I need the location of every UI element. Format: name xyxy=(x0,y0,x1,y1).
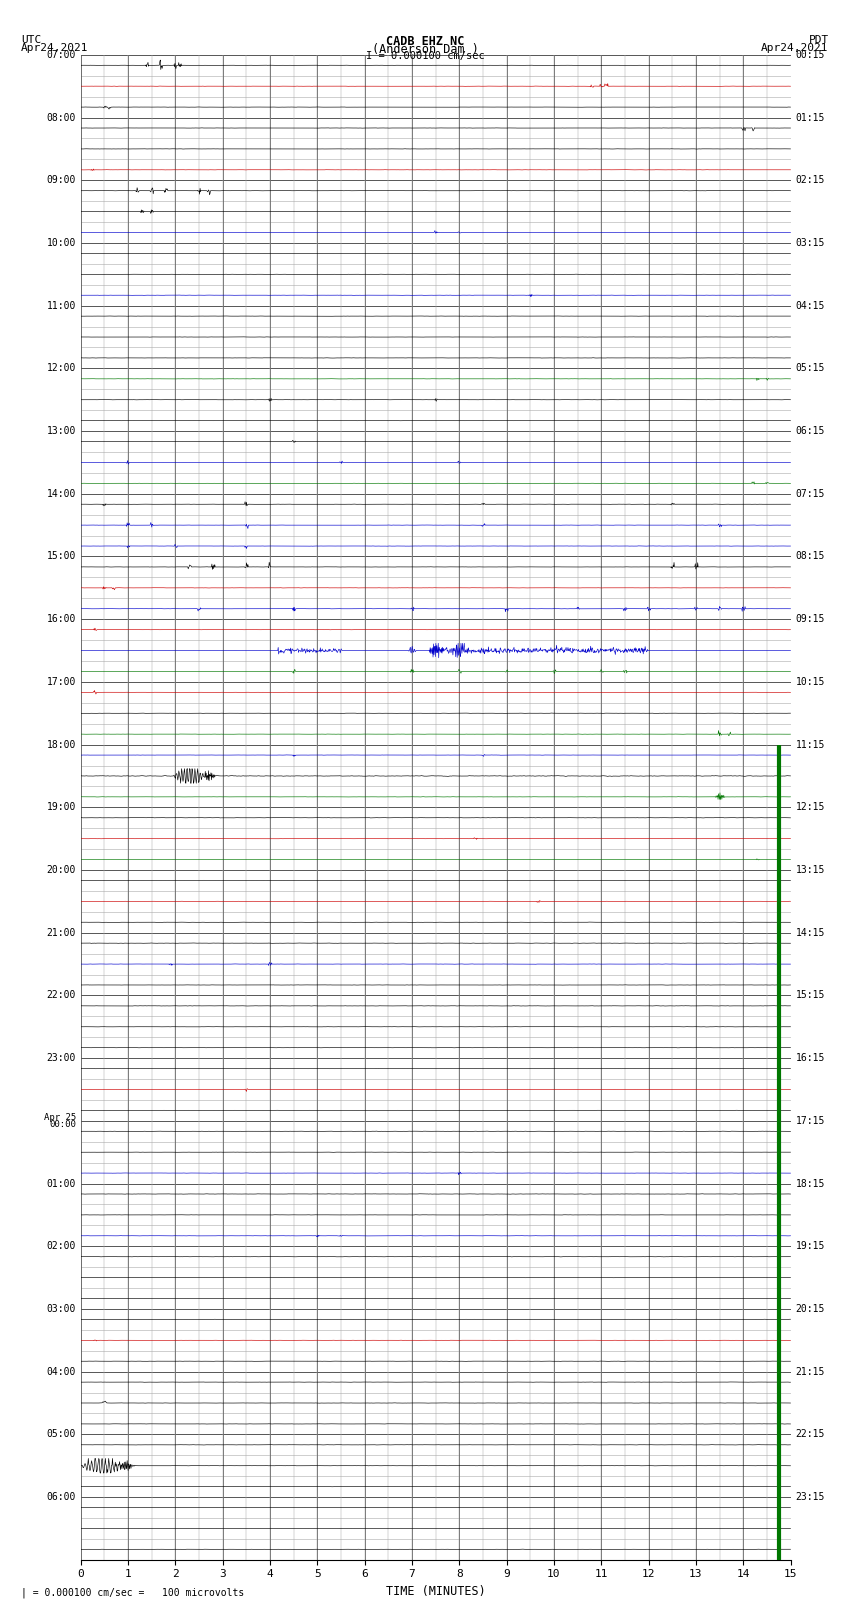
Text: 07:15: 07:15 xyxy=(796,489,824,498)
Text: | = 0.000100 cm/sec =   100 microvolts: | = 0.000100 cm/sec = 100 microvolts xyxy=(21,1587,245,1598)
Text: 20:15: 20:15 xyxy=(796,1303,824,1315)
Text: 09:15: 09:15 xyxy=(796,615,824,624)
Text: 01:15: 01:15 xyxy=(796,113,824,123)
Text: UTC: UTC xyxy=(21,35,42,45)
Text: 22:00: 22:00 xyxy=(47,990,76,1000)
Text: 03:15: 03:15 xyxy=(796,239,824,248)
Text: 11:15: 11:15 xyxy=(796,740,824,750)
Text: 12:15: 12:15 xyxy=(796,802,824,813)
Text: 19:00: 19:00 xyxy=(47,802,76,813)
Text: 17:15: 17:15 xyxy=(796,1116,824,1126)
Text: 23:15: 23:15 xyxy=(796,1492,824,1502)
Text: 02:15: 02:15 xyxy=(796,176,824,185)
Text: 10:00: 10:00 xyxy=(47,239,76,248)
Text: 00:15: 00:15 xyxy=(796,50,824,60)
Text: 03:00: 03:00 xyxy=(47,1303,76,1315)
Text: 16:00: 16:00 xyxy=(47,615,76,624)
Text: 13:00: 13:00 xyxy=(47,426,76,436)
Text: 11:00: 11:00 xyxy=(47,300,76,311)
Text: 21:15: 21:15 xyxy=(796,1366,824,1376)
Text: Apr24,2021: Apr24,2021 xyxy=(21,44,88,53)
Text: 16:15: 16:15 xyxy=(796,1053,824,1063)
Text: 01:00: 01:00 xyxy=(47,1179,76,1189)
Text: 17:00: 17:00 xyxy=(47,677,76,687)
Text: 13:15: 13:15 xyxy=(796,865,824,874)
Text: 04:00: 04:00 xyxy=(47,1366,76,1376)
X-axis label: TIME (MINUTES): TIME (MINUTES) xyxy=(386,1586,485,1598)
Text: 18:15: 18:15 xyxy=(796,1179,824,1189)
Text: 19:15: 19:15 xyxy=(796,1242,824,1252)
Text: Apr24,2021: Apr24,2021 xyxy=(762,44,829,53)
Text: 15:15: 15:15 xyxy=(796,990,824,1000)
Text: 21:00: 21:00 xyxy=(47,927,76,937)
Text: I = 0.000100 cm/sec: I = 0.000100 cm/sec xyxy=(366,50,484,61)
Text: 20:00: 20:00 xyxy=(47,865,76,874)
Text: 08:15: 08:15 xyxy=(796,552,824,561)
Text: 04:15: 04:15 xyxy=(796,300,824,311)
Text: 14:15: 14:15 xyxy=(796,927,824,937)
Text: 09:00: 09:00 xyxy=(47,176,76,185)
Text: 05:15: 05:15 xyxy=(796,363,824,373)
Text: 22:15: 22:15 xyxy=(796,1429,824,1439)
Text: 15:00: 15:00 xyxy=(47,552,76,561)
Text: 06:00: 06:00 xyxy=(47,1492,76,1502)
Text: CADB EHZ NC: CADB EHZ NC xyxy=(386,35,464,48)
Text: 06:15: 06:15 xyxy=(796,426,824,436)
Text: 02:00: 02:00 xyxy=(47,1242,76,1252)
Text: 12:00: 12:00 xyxy=(47,363,76,373)
Text: 14:00: 14:00 xyxy=(47,489,76,498)
Text: PDT: PDT xyxy=(808,35,829,45)
Text: 05:00: 05:00 xyxy=(47,1429,76,1439)
Text: Apr 25: Apr 25 xyxy=(43,1113,76,1121)
Text: 18:00: 18:00 xyxy=(47,740,76,750)
Text: 07:00: 07:00 xyxy=(47,50,76,60)
Text: 23:00: 23:00 xyxy=(47,1053,76,1063)
Text: 08:00: 08:00 xyxy=(47,113,76,123)
Text: (Anderson Dam ): (Anderson Dam ) xyxy=(371,44,479,56)
Text: 00:00: 00:00 xyxy=(49,1119,76,1129)
Text: 10:15: 10:15 xyxy=(796,677,824,687)
